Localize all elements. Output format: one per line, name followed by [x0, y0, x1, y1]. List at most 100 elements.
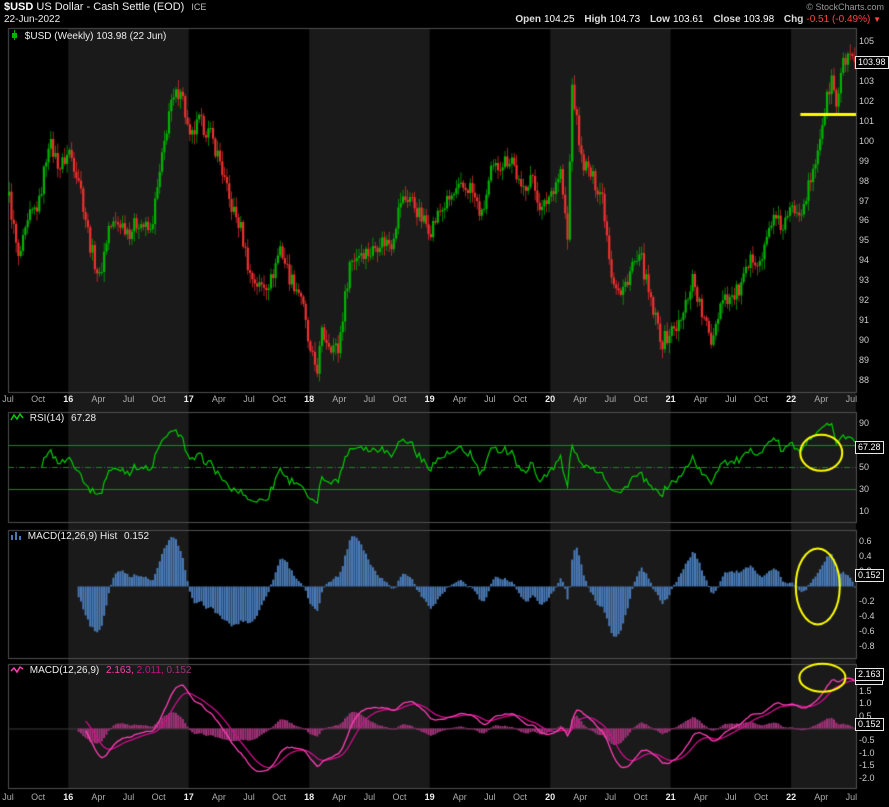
x-axis-month-label: Oct — [513, 792, 528, 802]
x-axis-month-label: Jul — [604, 792, 617, 802]
x-axis-month-label: Oct — [392, 792, 407, 802]
macd-axis-tick: 1.5 — [859, 685, 872, 696]
price-axis-tick: 95 — [859, 235, 870, 246]
x-axis-month-label: Oct — [272, 792, 287, 802]
candlestick-icon — [10, 30, 22, 42]
high-label: High — [584, 14, 607, 25]
x-axis-month-label: Oct — [513, 394, 528, 404]
price-legend-text: $USD (Weekly) 103.98 (22 Jun) — [24, 31, 167, 42]
macd-hist-axis-tick: 0.4 — [859, 550, 872, 561]
x-axis-month-label: Oct — [633, 394, 648, 404]
rsi-box: 67.28 — [855, 441, 884, 455]
x-axis-year-label: 21 — [665, 792, 676, 802]
rsi-axis-tick: 90 — [859, 417, 870, 428]
x-axis-month-label: Jul — [122, 394, 135, 404]
price-axis-tick: 98 — [859, 175, 870, 186]
close-label: Close — [713, 14, 741, 25]
price-axis-tick: 100 — [859, 135, 875, 146]
x-axis-month-label: Oct — [392, 394, 407, 404]
rsi-axis-tick: 10 — [859, 505, 870, 516]
x-axis-month-label: Apr — [814, 792, 829, 802]
x-axis-month-label: Jul — [363, 394, 376, 404]
x-axis-month-label: Oct — [753, 792, 769, 802]
macd-axis-tick: -1.0 — [859, 747, 875, 758]
x-axis-month-label: Apr — [573, 394, 588, 404]
macd-legend-v3: 0.152 — [166, 665, 192, 676]
x-axis-month-label: Jul — [484, 792, 496, 802]
x-axis-month-label: Jul — [243, 394, 255, 404]
x-axis-year-label: 17 — [183, 394, 194, 404]
x-axis-month-label: Jul — [363, 792, 376, 802]
x-axis-year-label: 16 — [63, 394, 74, 404]
macd-hist-axis-tick: -0.8 — [859, 641, 875, 652]
price-axis-tick: 94 — [859, 255, 870, 266]
x-axis-month-label: Oct — [272, 394, 287, 404]
macd-hist-legend-name: MACD(12,26,9) Hist — [27, 531, 118, 542]
macd-axis-tick: -0.5 — [859, 735, 875, 746]
macd-hist-axis-tick: -0.2 — [859, 596, 875, 607]
x-axis-year-label: 20 — [545, 792, 556, 802]
histogram-icon — [10, 531, 25, 542]
price-box: 103.98 — [855, 55, 889, 69]
price-axis-tick: 103 — [859, 76, 875, 87]
high-value: 104.73 — [609, 14, 641, 25]
x-axis-month-label: Jul — [845, 394, 858, 404]
x-axis-year-label: 21 — [665, 394, 676, 404]
macd-axis-tick: -1.5 — [859, 760, 875, 771]
x-axis-month-label: Oct — [31, 394, 46, 404]
x-axis-month-label: Jul — [845, 792, 858, 802]
price-axis-tick: 89 — [859, 354, 870, 365]
macd-line-icon — [10, 665, 27, 676]
macd-legend: MACD(12,26,9) 2.163, 2.011, 0.152 — [10, 665, 192, 676]
price-axis-tick: 92 — [859, 295, 870, 305]
low-value: 103.61 — [672, 14, 704, 25]
x-axis-year-label: 20 — [545, 394, 556, 404]
x-axis-year-label: 22 — [786, 792, 797, 802]
price-axis-tick: 102 — [859, 96, 875, 107]
price-axis-tick: 91 — [859, 314, 870, 325]
x-axis-month-label: Apr — [332, 792, 347, 802]
rsi-legend-name: RSI(14) — [29, 413, 65, 424]
x-axis-month-label: Jul — [2, 792, 14, 802]
x-axis-month-label: Apr — [91, 394, 106, 404]
quote-bar: Open 104.25 High 104.73 Low 103.61 Close 103… — [508, 14, 881, 25]
open-value: 104.25 — [543, 14, 575, 25]
x-axis-month-label: Jul — [725, 792, 737, 802]
price-axis-tick: 105 — [859, 36, 875, 47]
x-axis-month-label: Apr — [814, 394, 829, 404]
x-axis-month-label: Apr — [452, 792, 467, 802]
x-axis-month-label: Apr — [211, 394, 226, 404]
rsi-legend-value: 67.28 — [71, 413, 97, 424]
price-axis-tick: 90 — [859, 334, 870, 345]
macd-hist-axis-tick: -0.4 — [859, 611, 875, 622]
x-axis-month-label: Oct — [151, 394, 166, 404]
x-axis-month-label: Jul — [243, 792, 255, 802]
macd-hist-axis-tick: 0.6 — [859, 535, 872, 546]
x-axis-month-label: Apr — [332, 394, 347, 404]
x-axis-year-label: 16 — [63, 792, 74, 802]
x-axis-year-label: 18 — [304, 792, 315, 802]
macd-axis-tick: 1.0 — [859, 698, 872, 709]
x-axis-month-label: Oct — [151, 792, 166, 802]
rsi-line-icon — [10, 412, 27, 424]
instrument-name: US Dollar - Cash Settle (EOD) — [36, 1, 185, 13]
chart-date: 22-Jun-2022 — [4, 14, 61, 25]
macd-legend-name: MACD(12,26,9) — [29, 665, 100, 676]
x-axis-month-label: Oct — [753, 394, 769, 404]
symbol: $USD — [4, 1, 34, 13]
macd-hist-legend: MACD(12,26,9) Hist 0.152 — [10, 531, 149, 542]
macd-legend-v2: 2.011, — [136, 665, 164, 676]
x-axis-month-label: Apr — [693, 394, 708, 404]
x-axis-month-label: Jul — [604, 394, 617, 404]
macd-hist-axis-tick: -0.6 — [859, 626, 875, 637]
x-axis-month-label: Apr — [452, 394, 467, 404]
close-value: 103.98 — [743, 14, 775, 25]
x-axis-month-label: Apr — [573, 792, 588, 802]
price-axis-tick: 101 — [859, 115, 875, 126]
open-label: Open — [515, 14, 541, 25]
x-axis-month-label: Apr — [211, 792, 226, 802]
macd-hist-legend-value: 0.152 — [124, 531, 150, 542]
price-axis-tick: 97 — [859, 195, 870, 206]
